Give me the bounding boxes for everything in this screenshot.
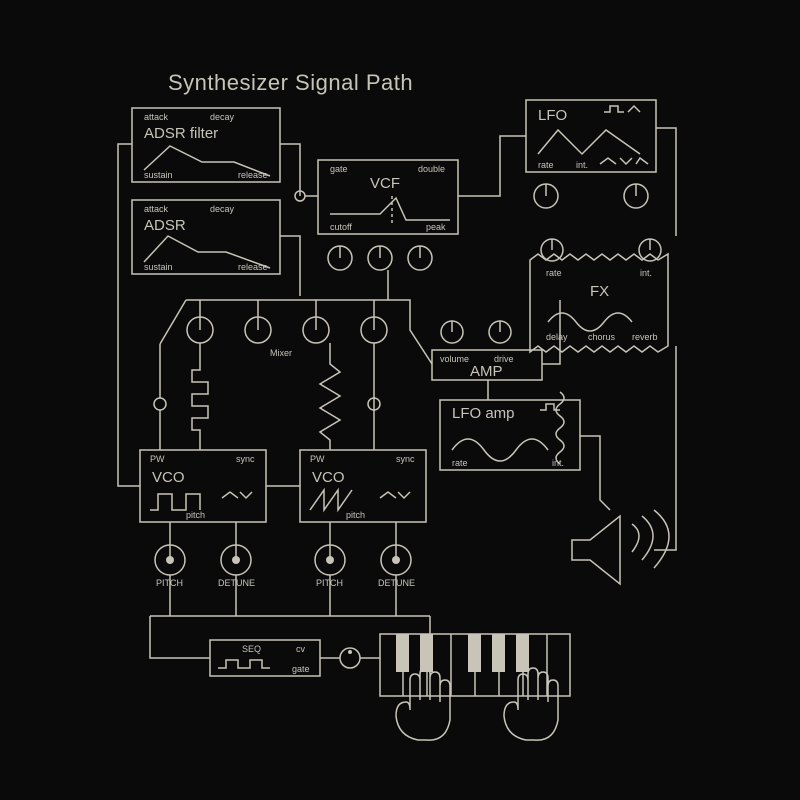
svg-text:double: double	[418, 164, 445, 174]
svg-text:LFO: LFO	[538, 107, 567, 124]
svg-text:attack: attack	[144, 204, 169, 214]
svg-text:VCF: VCF	[370, 175, 400, 192]
module-adsr: attack decay ADSR sustain release	[132, 200, 280, 274]
svg-text:chorus: chorus	[588, 332, 616, 342]
hand-left-icon	[396, 668, 450, 740]
svg-text:delay: delay	[546, 332, 568, 342]
svg-text:cv: cv	[296, 644, 306, 654]
svg-text:LFO amp: LFO amp	[452, 405, 515, 422]
module-fx: rate int. FX delay chorus reverb	[530, 239, 668, 352]
svg-text:VCO: VCO	[152, 469, 185, 486]
svg-text:release: release	[238, 262, 268, 272]
svg-text:peak: peak	[426, 222, 446, 232]
svg-text:PW: PW	[150, 454, 165, 464]
svg-text:FX: FX	[590, 283, 609, 300]
svg-text:cutoff: cutoff	[330, 222, 352, 232]
svg-text:pitch: pitch	[186, 510, 205, 520]
module-adsr-filter: attack decay ADSR filter sustain release	[132, 108, 280, 182]
svg-text:reverb: reverb	[632, 332, 658, 342]
svg-text:gate: gate	[330, 164, 348, 174]
svg-text:decay: decay	[210, 204, 235, 214]
keyboard	[380, 634, 570, 740]
svg-text:sync: sync	[396, 454, 415, 464]
svg-text:int.: int.	[640, 268, 652, 278]
svg-text:sync: sync	[236, 454, 255, 464]
vcf-knobs	[328, 246, 432, 270]
svg-text:release: release	[238, 170, 268, 180]
svg-text:volume: volume	[440, 354, 469, 364]
svg-text:sustain: sustain	[144, 262, 173, 272]
svg-text:pitch: pitch	[346, 510, 365, 520]
module-vcf: gate double VCF cutoff peak	[318, 160, 458, 270]
svg-text:int.: int.	[576, 160, 588, 170]
module-vco2: PW sync VCO pitch PITCH DETUNE	[300, 450, 426, 588]
svg-text:Mixer: Mixer	[270, 348, 292, 358]
svg-text:PW: PW	[310, 454, 325, 464]
module-lfo: LFO rate int.	[526, 100, 656, 208]
synth-diagram: Synthesizer Signal Path attack decay ADS…	[0, 0, 800, 800]
svg-text:gate: gate	[292, 664, 310, 674]
svg-text:rate: rate	[546, 268, 562, 278]
module-mixer: Mixer	[187, 317, 387, 358]
module-vco1: PW sync VCO pitch PITCH DETUNE	[140, 450, 266, 588]
svg-text:attack: attack	[144, 112, 169, 122]
hand-right-icon	[504, 668, 558, 740]
svg-text:VCO: VCO	[312, 469, 345, 486]
module-amp: volume drive AMP	[432, 321, 542, 380]
svg-text:rate: rate	[538, 160, 554, 170]
svg-text:rate: rate	[452, 458, 468, 468]
svg-text:AMP: AMP	[470, 363, 503, 380]
page-title: Synthesizer Signal Path	[168, 70, 413, 95]
svg-text:SEQ: SEQ	[242, 644, 261, 654]
speaker-icon	[572, 510, 669, 584]
svg-text:ADSR: ADSR	[144, 217, 186, 234]
svg-text:decay: decay	[210, 112, 235, 122]
svg-text:sustain: sustain	[144, 170, 173, 180]
svg-text:ADSR filter: ADSR filter	[144, 125, 218, 142]
module-lfo-amp: LFO amp rate int.	[440, 400, 580, 470]
